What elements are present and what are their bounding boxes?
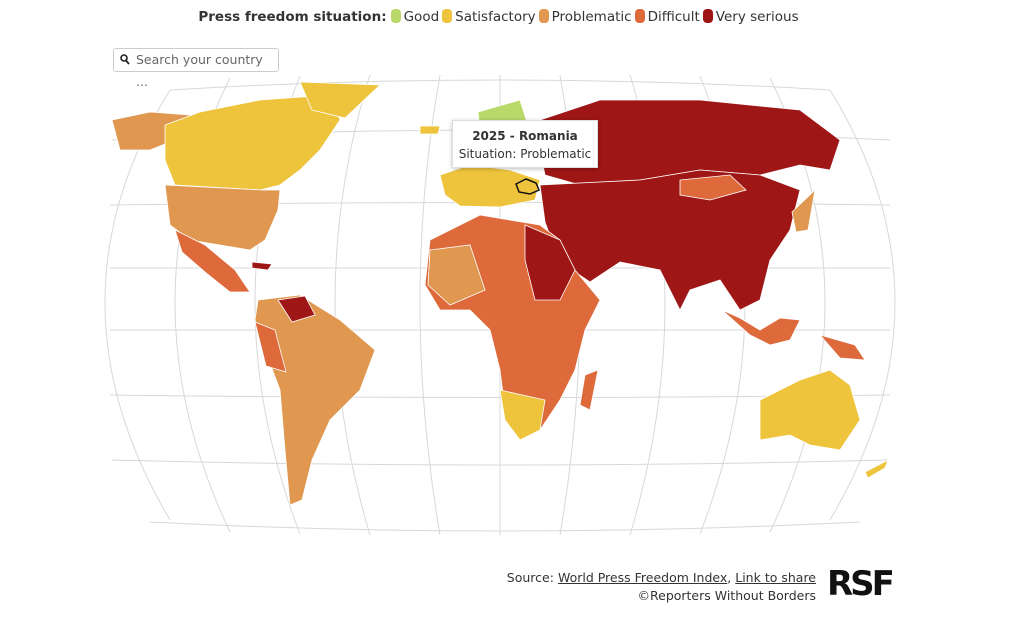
source-prefix: Source: <box>506 570 554 585</box>
separator: , <box>727 570 732 585</box>
country[interactable] <box>579 369 599 411</box>
country[interactable] <box>539 169 801 311</box>
country[interactable] <box>254 294 376 506</box>
legend-item[interactable]: Satisfactory <box>442 9 536 25</box>
country[interactable] <box>251 261 273 271</box>
share-link[interactable]: Link to share <box>735 570 816 585</box>
logo[interactable]: RSF <box>827 564 895 604</box>
legend-label: Satisfactory <box>455 9 536 25</box>
country[interactable] <box>818 334 866 361</box>
country[interactable] <box>174 229 251 293</box>
legend-label: Difficult <box>647 9 700 25</box>
legend-swatch <box>538 9 549 23</box>
legend-swatch <box>634 9 645 23</box>
country[interactable] <box>439 164 541 208</box>
legend-item[interactable]: Difficult <box>634 9 700 25</box>
source-link[interactable]: World Press Freedom Index <box>557 570 728 585</box>
legend-swatch <box>442 9 453 23</box>
legend-label: Very serious <box>715 9 799 25</box>
country[interactable] <box>164 94 341 191</box>
search-box[interactable]: Search your country ... <box>113 48 279 89</box>
legend-swatch <box>702 9 713 23</box>
country[interactable] <box>254 321 287 373</box>
country[interactable] <box>427 244 486 306</box>
country[interactable] <box>524 224 576 301</box>
legend-item[interactable]: Problematic <box>538 9 632 25</box>
country[interactable] <box>419 125 441 135</box>
legend-label: Problematic <box>551 9 632 25</box>
country[interactable] <box>791 188 816 233</box>
legend: Press freedom situation: Good Satisfactory… <box>0 9 1000 25</box>
search-icon <box>120 54 130 65</box>
legend-title: Press freedom situation: <box>198 9 387 25</box>
tooltip: 2025 - Romania Situation: Problematic <box>452 120 598 168</box>
country[interactable] <box>721 309 801 346</box>
legend-swatch <box>390 9 401 23</box>
country[interactable] <box>539 99 841 186</box>
country[interactable] <box>679 174 747 201</box>
tooltip-title: 2025 - Romania <box>472 129 578 143</box>
search-placeholder: Search your country ... <box>136 52 263 89</box>
legend-item[interactable]: Very serious <box>702 9 799 25</box>
country[interactable] <box>499 389 546 441</box>
country[interactable] <box>864 459 889 479</box>
legend-item[interactable]: Good <box>390 9 440 25</box>
countries <box>111 81 889 506</box>
selected-country[interactable] <box>515 178 540 195</box>
tooltip-text: Situation: Problematic <box>458 147 592 161</box>
country[interactable] <box>277 295 316 323</box>
country[interactable] <box>759 369 861 451</box>
legend-label: Good <box>403 9 440 25</box>
source: Source: World Press Freedom Index, Link … <box>507 569 816 605</box>
copyright: ©Reporters Without Borders <box>637 588 817 603</box>
country[interactable] <box>299 81 381 119</box>
